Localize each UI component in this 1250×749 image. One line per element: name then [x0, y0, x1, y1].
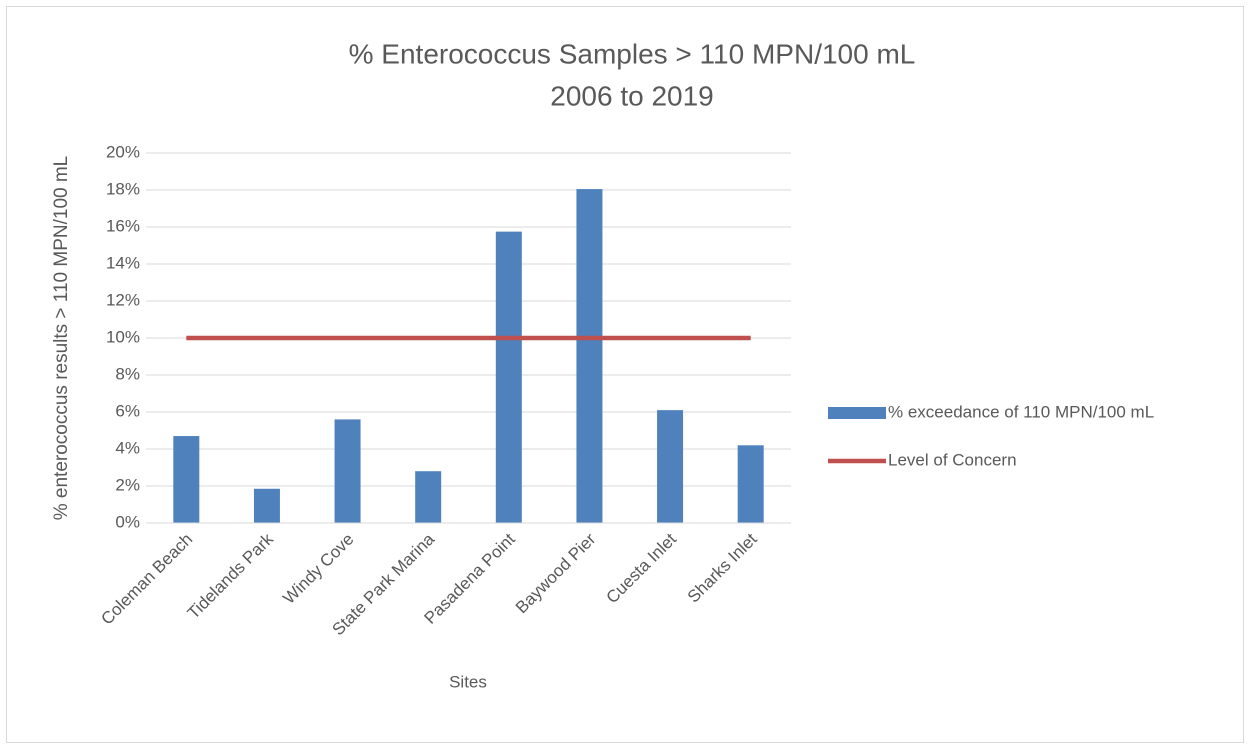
y-tick-label: 4% — [115, 438, 140, 457]
chart-subtitle: 2006 to 2019 — [550, 80, 714, 111]
y-tick-label: 12% — [106, 290, 140, 309]
bar — [415, 471, 442, 523]
bar — [737, 445, 764, 523]
bar — [173, 436, 200, 523]
bar — [495, 231, 522, 523]
legend-swatch — [828, 407, 886, 419]
bar — [253, 488, 280, 523]
y-tick-label: 14% — [106, 253, 140, 272]
bar — [657, 410, 684, 523]
chart-title: % Enterococcus Samples > 110 MPN/100 mL — [349, 38, 916, 69]
y-tick-label: 6% — [115, 401, 140, 420]
y-tick-label: 16% — [106, 216, 140, 235]
y-tick-label: 20% — [106, 142, 140, 161]
legend-label: % exceedance of 110 MPN/100 mL — [888, 402, 1154, 421]
y-axis-title: % enterococcus results > 110 MPN/100 mL — [51, 156, 72, 521]
y-tick-label: 10% — [106, 327, 140, 346]
y-tick-label: 0% — [115, 512, 140, 531]
x-axis-title: Sites — [449, 672, 487, 691]
y-tick-label: 2% — [115, 475, 140, 494]
y-tick-label: 8% — [115, 364, 140, 383]
legend-label: Level of Concern — [888, 450, 1017, 469]
y-tick-label: 18% — [106, 179, 140, 198]
bar — [576, 189, 603, 523]
bar — [334, 419, 361, 523]
